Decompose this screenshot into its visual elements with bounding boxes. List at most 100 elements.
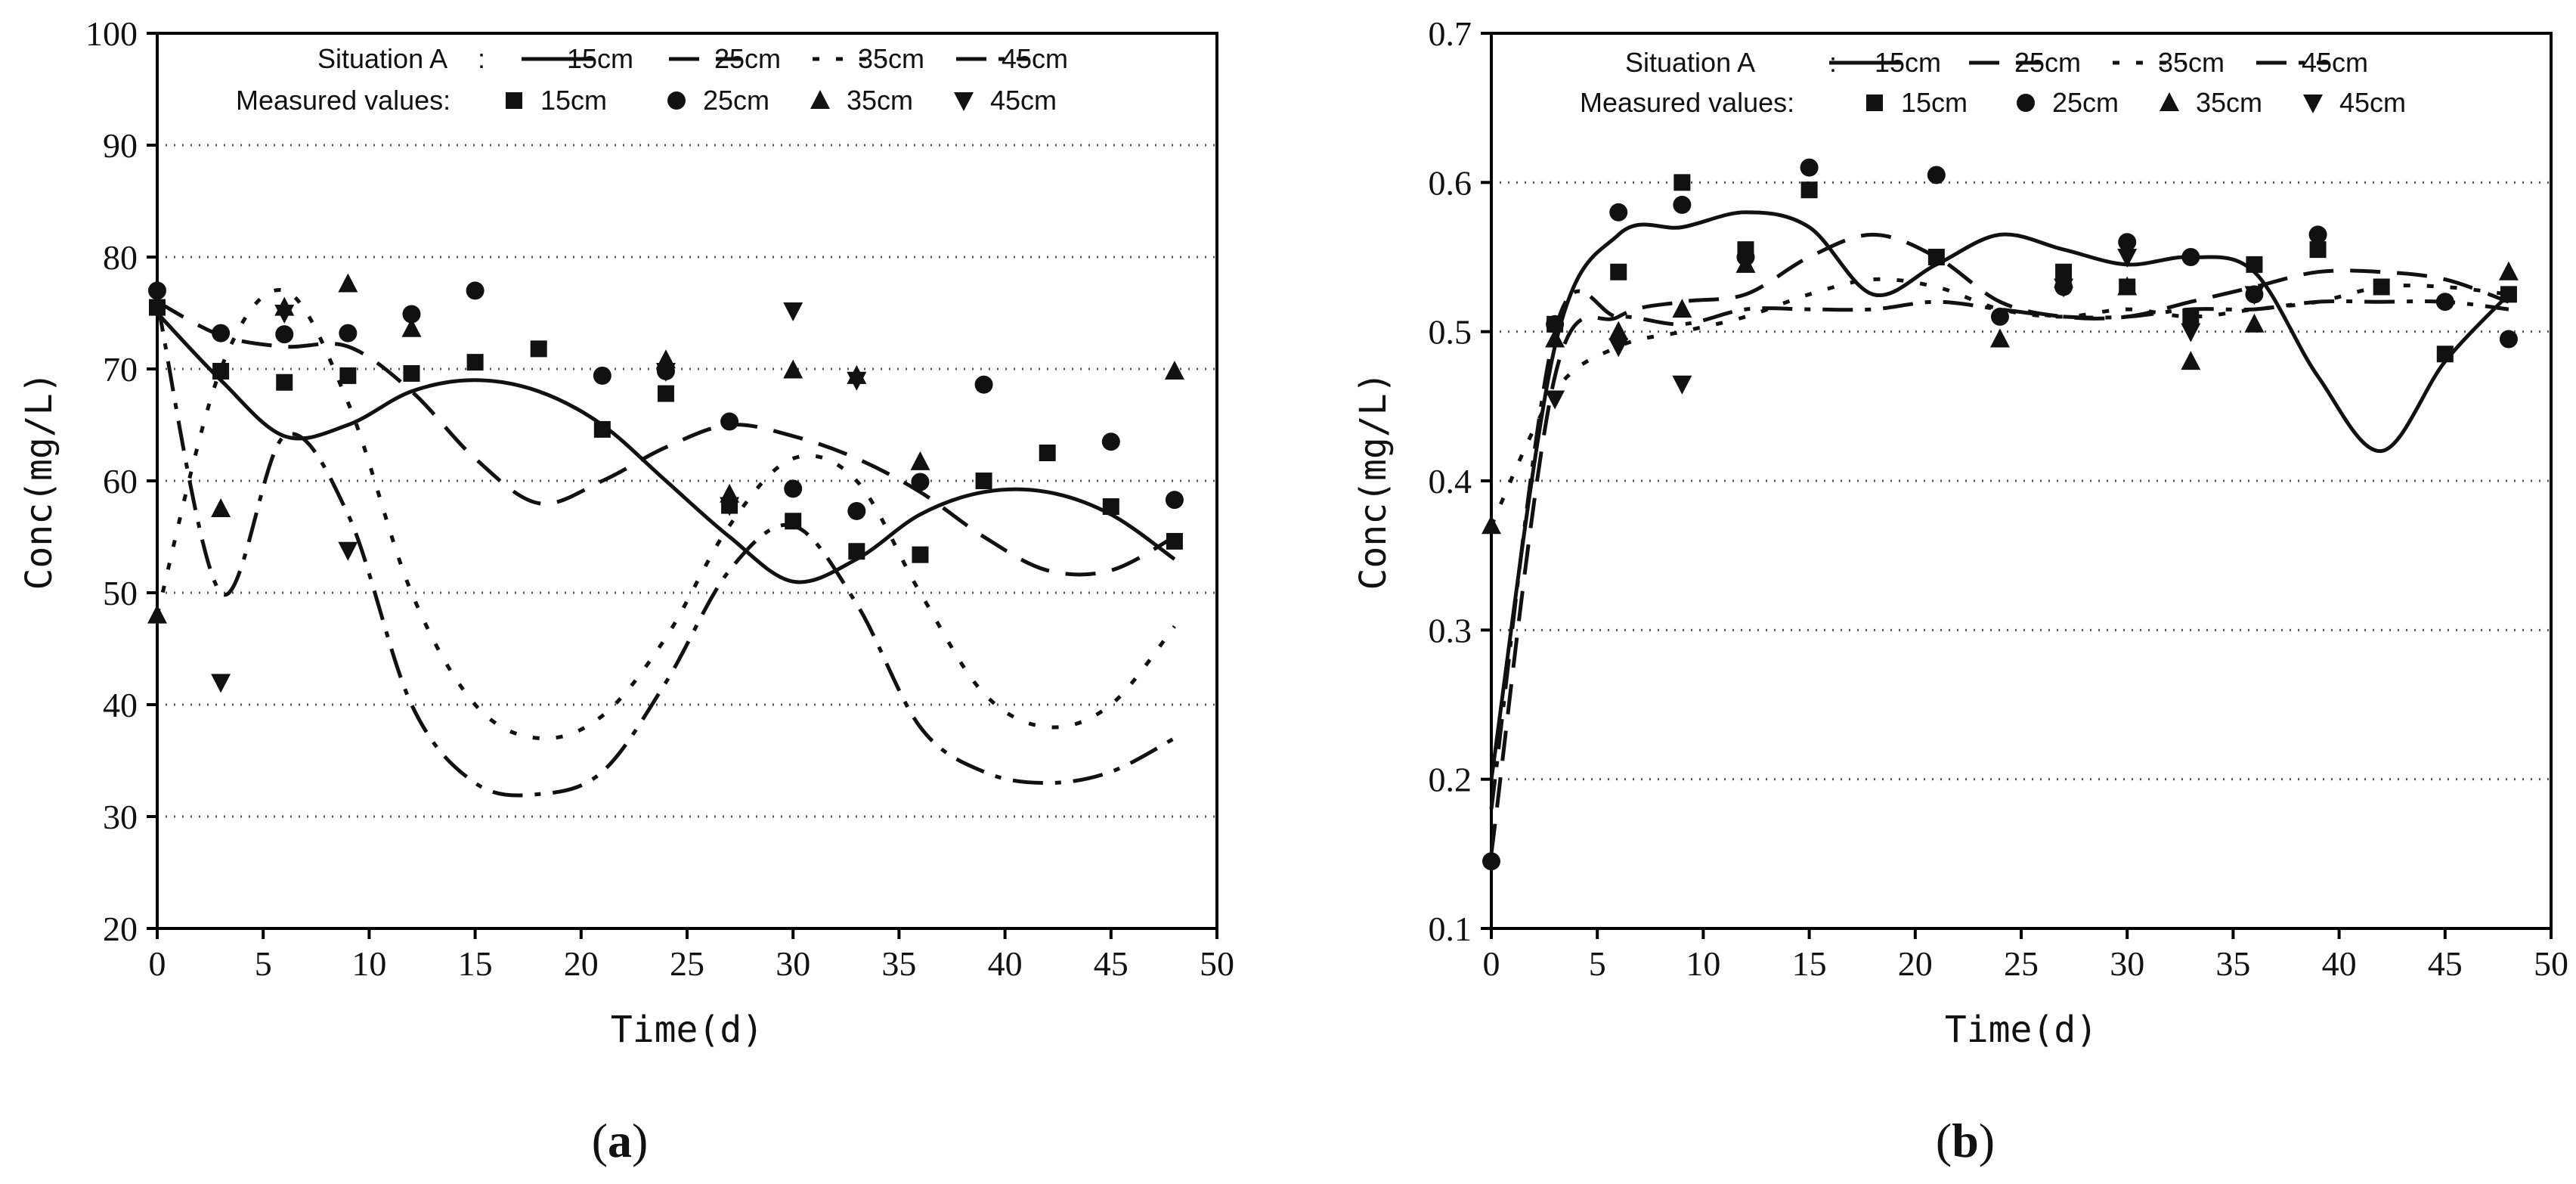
measured-point-35cm [2498, 261, 2519, 281]
legend-marker-label: 45cm [990, 85, 1057, 116]
series-line-35cm [155, 288, 1176, 741]
measured-point-15cm [975, 473, 992, 489]
measured-point-45cm [1545, 390, 1565, 410]
legend-marker-15cm [506, 92, 522, 109]
y-tick-label: 100 [85, 14, 138, 53]
x-tick-label: 15 [458, 944, 493, 983]
series-line-45cm [155, 301, 1176, 798]
x-tick-label: 10 [351, 944, 386, 983]
x-tick-label: 45 [2428, 944, 2463, 983]
y-tick-label: 0.4 [1429, 462, 1472, 501]
x-tick-label: 5 [1589, 944, 1606, 983]
measured-point-25cm [2308, 225, 2327, 244]
measured-point-45cm [2181, 323, 2201, 342]
y-tick-label: 90 [103, 126, 138, 165]
x-tick-label: 0 [149, 944, 166, 983]
measured-point-45cm [2054, 278, 2074, 298]
measured-point-15cm [2182, 308, 2200, 325]
measured-point-25cm [2499, 330, 2518, 349]
series-line-45cm [1489, 289, 2509, 810]
measured-point-15cm [2436, 346, 2454, 363]
series-line-15cm [1489, 210, 2510, 780]
measured-point-35cm [147, 604, 167, 624]
measured-point-15cm [212, 362, 230, 380]
x-tick-label: 20 [1898, 944, 1933, 983]
measured-point-35cm [2117, 276, 2138, 296]
measured-point-25cm [339, 324, 358, 342]
y-axis-title: Conc(mg/L) [18, 372, 60, 590]
measured-point-15cm [1927, 249, 1945, 265]
measured-point-25cm [212, 324, 231, 342]
y-tick-label: 70 [103, 350, 138, 389]
measured-point-45cm [2244, 286, 2265, 305]
x-tick-label: 45 [1094, 944, 1129, 983]
legend-marker-45cm [2303, 95, 2323, 113]
measured-point-15cm [593, 420, 611, 438]
legend-line-label: 45cm [1002, 43, 1068, 74]
legend-meas-label: Measured values: [1580, 87, 1794, 118]
x-tick-label: 0 [1483, 944, 1500, 983]
measured-point-35cm [2244, 313, 2265, 333]
y-tick-label: 0.7 [1429, 14, 1472, 53]
measured-point-25cm [148, 281, 166, 300]
measured-point-15cm [2373, 278, 2390, 296]
panel-label-b-letter: b [1952, 1114, 1979, 1167]
measured-point-15cm [2246, 256, 2263, 273]
x-tick-label: 30 [2110, 944, 2144, 983]
x-tick-label: 35 [2215, 944, 2250, 983]
measured-point-25cm [2435, 293, 2454, 311]
x-tick-label: 50 [1200, 944, 1234, 983]
measured-point-25cm [720, 412, 739, 431]
x-tick-label: 10 [1686, 944, 1720, 983]
y-tick-label: 50 [103, 574, 138, 612]
panel-label-a-open: ( [592, 1114, 608, 1167]
series-line-15cm [156, 311, 1176, 584]
measured-point-15cm [848, 543, 865, 560]
y-tick-label: 0.3 [1429, 611, 1472, 649]
legend-line-label: 15cm [1875, 47, 1941, 78]
measured-point-35cm [211, 498, 231, 517]
legend-marker-label: 35cm [2196, 87, 2262, 118]
chart-b: 0 5 10 15 20 25 30 35 40 45 50 0.1 0.2 0.3 0.4 0.5 0.6 0.… [1352, 14, 2568, 1051]
measured-point-35cm [2181, 351, 2201, 370]
measured-point-25cm [784, 479, 803, 498]
measured-point-25cm [1800, 158, 1819, 177]
x-tick-label: 20 [564, 944, 599, 983]
x-tick-label: 5 [255, 944, 272, 983]
measured-point-15cm [1673, 174, 1691, 191]
measured-point-25cm [1673, 195, 1692, 214]
measured-point-45cm [1672, 375, 1692, 395]
x-tick-label: 25 [2004, 944, 2039, 983]
y-tick-label: 40 [103, 686, 138, 724]
measured-point-15cm [1102, 498, 1119, 516]
y-tick-label: 0.1 [1429, 910, 1472, 948]
measured-point-35cm [1482, 515, 1501, 535]
measured-point-35cm [1164, 360, 1184, 380]
y-tick-label: 20 [103, 910, 138, 948]
legend-marker-label: 15cm [540, 85, 607, 116]
legend-sim-label: Situation A [1625, 47, 1755, 78]
measured-point-35cm [1545, 328, 1565, 348]
legend-sim-label: Situation A [317, 43, 447, 74]
measured-point-25cm [1990, 307, 2009, 326]
y-tick-label: 30 [103, 798, 138, 836]
measured-point-25cm [2181, 248, 2200, 266]
x-axis-title: Time(d) [1945, 1009, 2098, 1051]
measured-point-15cm [657, 385, 674, 402]
measured-point-45cm [720, 497, 740, 516]
panel-label-a: (a) [592, 1114, 649, 1167]
series-line-25cm [1489, 232, 2509, 854]
series-line-35cm [1489, 277, 2509, 527]
measured-point-25cm [1609, 203, 1628, 222]
series-line-25cm [156, 299, 1176, 577]
legend-line-label: 15cm [567, 43, 633, 74]
legend-line-label: 35cm [2158, 47, 2225, 78]
x-tick-label: 25 [670, 944, 704, 983]
x-tick-label: 40 [988, 944, 1023, 983]
measured-point-35cm [1989, 328, 2010, 348]
measured-point-25cm [974, 375, 993, 394]
legend-line-label: 45cm [2302, 47, 2368, 78]
measured-point-15cm [466, 354, 484, 371]
